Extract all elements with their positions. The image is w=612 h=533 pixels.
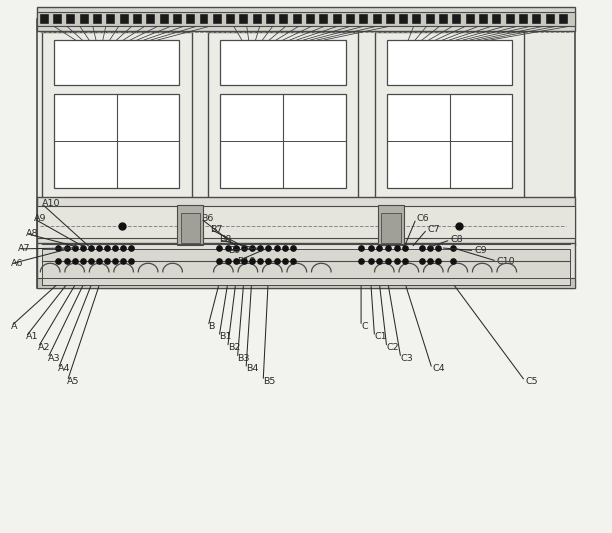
Bar	[37, 197, 575, 245]
Bar	[37, 12, 575, 26]
Bar	[120, 14, 128, 23]
Bar	[386, 14, 394, 23]
Text: B5: B5	[263, 377, 275, 385]
Bar	[266, 14, 274, 23]
Text: C9: C9	[474, 246, 487, 255]
Bar	[53, 14, 61, 23]
Bar	[319, 14, 327, 23]
Bar	[226, 14, 234, 23]
Text: C10: C10	[497, 257, 515, 265]
Bar	[506, 14, 513, 23]
Text: A9: A9	[34, 214, 46, 223]
Bar	[37, 7, 575, 31]
Text: A: A	[11, 322, 18, 330]
Bar	[532, 14, 540, 23]
Bar	[146, 14, 154, 23]
Text: B10: B10	[237, 257, 256, 265]
Bar	[387, 94, 512, 188]
Text: C6: C6	[416, 214, 429, 223]
Bar	[546, 14, 553, 23]
Bar	[80, 14, 88, 23]
Bar	[54, 94, 179, 188]
Text: B3: B3	[237, 354, 250, 362]
Bar	[37, 19, 575, 288]
Bar	[37, 243, 575, 288]
Bar	[93, 14, 101, 23]
Bar	[213, 14, 221, 23]
Bar	[54, 40, 179, 85]
Bar	[306, 14, 314, 23]
Bar	[373, 14, 381, 23]
Bar	[359, 14, 367, 23]
Text: B1: B1	[219, 333, 231, 341]
Bar	[426, 14, 434, 23]
Bar	[333, 14, 341, 23]
Bar	[160, 14, 168, 23]
Bar	[133, 14, 141, 23]
Bar	[519, 14, 527, 23]
Bar	[452, 14, 460, 23]
Text: C5: C5	[525, 377, 538, 385]
Bar	[200, 14, 207, 23]
Text: C1: C1	[375, 333, 387, 341]
Bar	[253, 14, 261, 23]
Text: A10: A10	[42, 199, 60, 208]
Bar	[42, 249, 570, 285]
Bar	[239, 14, 247, 23]
Text: A5: A5	[67, 377, 80, 385]
Bar	[220, 94, 346, 188]
Bar	[346, 14, 354, 23]
Text: C2: C2	[387, 343, 400, 352]
Bar	[466, 14, 474, 23]
Text: B6: B6	[201, 214, 213, 223]
Bar	[378, 205, 404, 245]
Bar	[37, 278, 575, 288]
Bar	[42, 32, 192, 200]
Bar	[492, 14, 501, 23]
Bar	[177, 205, 203, 245]
Text: B2: B2	[228, 343, 240, 352]
Bar	[387, 40, 512, 85]
Bar	[559, 14, 567, 23]
Bar	[279, 14, 288, 23]
Bar	[220, 40, 346, 85]
Text: B: B	[208, 322, 214, 330]
Text: C8: C8	[450, 236, 463, 244]
Text: B8: B8	[219, 236, 231, 244]
Text: A6: A6	[11, 260, 23, 268]
Bar	[412, 14, 420, 23]
Bar	[181, 213, 200, 243]
Text: C: C	[361, 322, 368, 330]
Bar	[208, 32, 358, 200]
Bar	[173, 14, 181, 23]
Bar	[375, 32, 524, 200]
Text: C3: C3	[401, 354, 414, 362]
Text: A7: A7	[18, 245, 31, 253]
Bar	[381, 213, 401, 243]
Text: A3: A3	[48, 354, 61, 362]
Bar	[293, 14, 300, 23]
Text: A1: A1	[26, 333, 38, 341]
Bar	[399, 14, 407, 23]
Text: C4: C4	[432, 365, 445, 373]
Bar	[66, 14, 75, 23]
Bar	[439, 14, 447, 23]
Text: B9: B9	[228, 246, 240, 255]
Bar	[37, 206, 575, 238]
Bar	[479, 14, 487, 23]
Text: A4: A4	[58, 365, 70, 373]
Bar	[40, 14, 48, 23]
Text: C7: C7	[427, 225, 440, 233]
Text: A8: A8	[26, 229, 38, 238]
Text: B7: B7	[211, 225, 223, 233]
Bar	[186, 14, 194, 23]
Text: B4: B4	[246, 365, 258, 373]
Bar	[106, 14, 114, 23]
Text: A2: A2	[38, 343, 50, 352]
